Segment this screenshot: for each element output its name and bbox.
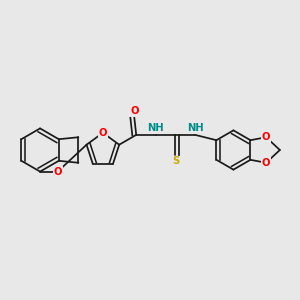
Text: O: O xyxy=(130,106,139,116)
Text: S: S xyxy=(172,156,179,167)
Text: O: O xyxy=(99,128,107,138)
Text: O: O xyxy=(262,132,270,142)
Text: O: O xyxy=(262,158,270,168)
Text: NH: NH xyxy=(187,123,203,133)
Text: O: O xyxy=(53,167,62,177)
Text: NH: NH xyxy=(148,123,164,133)
